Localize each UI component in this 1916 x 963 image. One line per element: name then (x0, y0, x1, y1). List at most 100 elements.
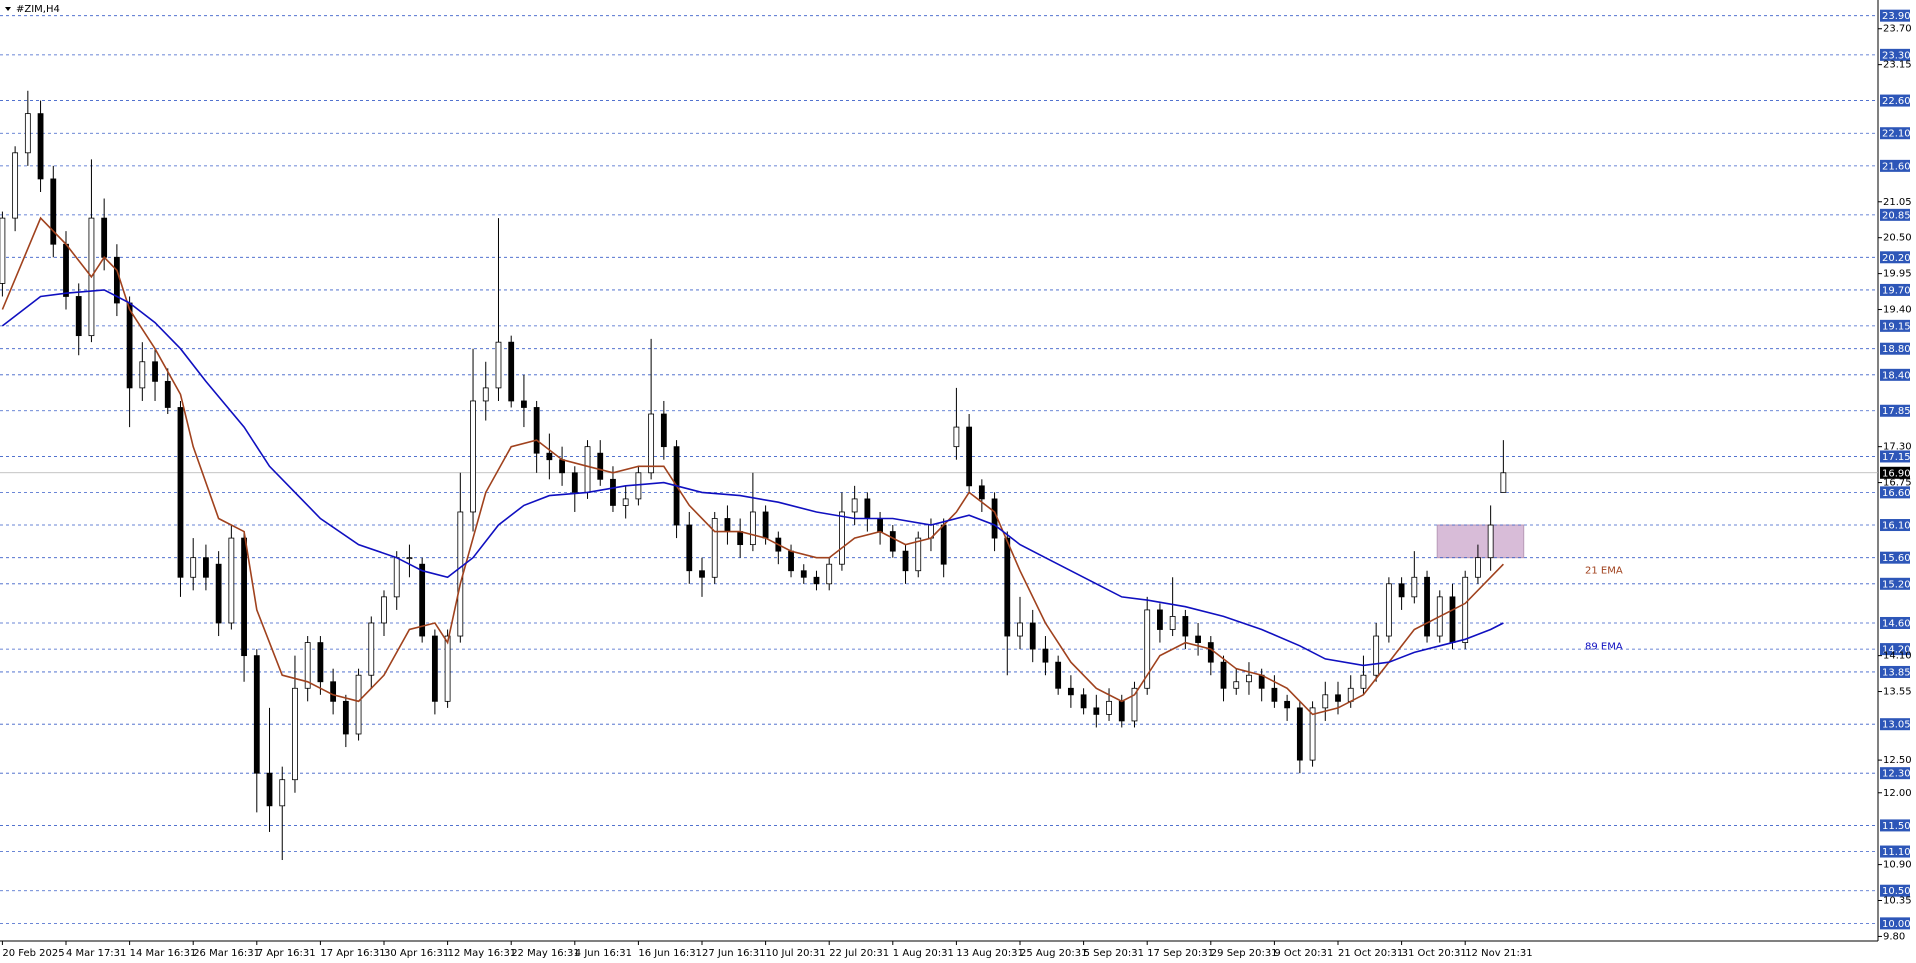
y-tick-label: 21.05 (1883, 197, 1912, 208)
candle-body (1157, 609, 1163, 630)
level-label-bg (1880, 450, 1910, 463)
x-tick-label: 20 Feb 2025 (2, 948, 64, 959)
candle-body (991, 498, 998, 539)
candle-body (711, 518, 718, 578)
x-tick-label: 21 Oct 20:31 (1338, 948, 1403, 959)
candle-body (839, 511, 845, 565)
candle-body (1385, 583, 1392, 637)
candle-body (393, 557, 400, 598)
level-label-bg (1880, 159, 1910, 172)
level-label: 14.20 (1882, 645, 1911, 656)
y-tick-label: 10.90 (1883, 860, 1912, 871)
candle-body (762, 511, 769, 539)
candle-body (1195, 635, 1201, 643)
level-label-bg (1880, 283, 1910, 296)
candle-body (190, 557, 197, 578)
candle-body (559, 459, 565, 474)
candle-body (431, 635, 438, 702)
candle-body (1271, 687, 1278, 702)
candle-body (1093, 707, 1100, 715)
level-label: 16.60 (1882, 488, 1911, 499)
level-label: 17.15 (1882, 452, 1911, 463)
level-label-bg (1880, 884, 1910, 897)
level-label-bg (1880, 94, 1910, 107)
candle-body (444, 635, 451, 702)
level-label-bg (1880, 48, 1910, 61)
candle-body (521, 400, 527, 408)
candle-body (152, 361, 158, 382)
candle-body (253, 655, 260, 774)
candle-body (877, 518, 883, 532)
zone (1436, 524, 1525, 559)
candle-body (533, 407, 540, 454)
candle-body (126, 302, 133, 389)
level-label-bg (1880, 519, 1910, 532)
candle-body (304, 642, 311, 689)
candle-body (1118, 700, 1125, 722)
level-label-bg (1880, 718, 1910, 731)
y-tick-label: 13.55 (1883, 687, 1912, 698)
level-label-bg (1880, 917, 1910, 930)
x-tick-label: 31 Oct 20:31 (1402, 948, 1467, 959)
level-label: 10.50 (1882, 886, 1911, 897)
level-label-bg (1880, 9, 1910, 22)
candle-body (279, 779, 286, 807)
x-tick-label: 22 Jul 20:31 (829, 948, 889, 959)
candle-body (635, 472, 642, 500)
candle-body (1335, 694, 1341, 702)
level-label-bg (1880, 127, 1910, 140)
level-label: 13.85 (1882, 667, 1911, 678)
level-label: 16.10 (1882, 521, 1911, 532)
x-tick-label: 17 Apr 16:31 (320, 948, 385, 959)
candle-body (1207, 642, 1214, 663)
candle-body (1004, 537, 1011, 637)
x-tick-label: 12 May 16:31 (448, 948, 517, 959)
candle-body (203, 557, 209, 578)
x-tick-label: 9 Oct 20:31 (1274, 948, 1333, 959)
level-label: 13.05 (1882, 720, 1911, 731)
level-label-bg (1880, 577, 1910, 590)
candle-body (1449, 596, 1456, 643)
candle-body (1398, 583, 1405, 598)
x-tick-label: 17 Sep 20:31 (1147, 948, 1214, 959)
y-tick-label: 17.30 (1883, 442, 1912, 453)
candle-body (482, 387, 489, 402)
candle-body (317, 642, 324, 683)
y-tick-label: 12.00 (1883, 788, 1912, 799)
candle-body (368, 622, 375, 676)
candle-body (1131, 687, 1138, 722)
candle-body (63, 243, 69, 297)
y-tick-label: 20.50 (1883, 233, 1912, 244)
candle-body (1055, 661, 1062, 689)
candle-body (1169, 616, 1176, 630)
level-label-bg (1880, 319, 1910, 332)
candle-body (889, 531, 896, 552)
candle-body (902, 550, 909, 572)
candle-body (37, 113, 44, 180)
level-label-bg (1880, 404, 1910, 417)
ema-label: 21 EMA (1585, 566, 1623, 577)
candle-body (546, 452, 553, 461)
menu-arrow[interactable] (5, 7, 11, 11)
candle-body (851, 498, 858, 513)
level-label: 11.10 (1882, 847, 1911, 858)
candle-body (1080, 694, 1087, 709)
candle-body (648, 413, 655, 474)
candle-body (826, 563, 833, 585)
y-tick-label: 12.50 (1883, 755, 1912, 766)
level-label: 23.30 (1882, 50, 1911, 61)
candle-body (1233, 681, 1240, 689)
candle-body (953, 426, 960, 448)
candle-body (419, 563, 426, 637)
candle-body (686, 524, 693, 572)
last-price-bg (1880, 466, 1910, 479)
level-label: 17.85 (1882, 406, 1911, 417)
last-price-label: 16.90 (1882, 468, 1911, 479)
level-label: 22.60 (1882, 96, 1911, 107)
candle-body (495, 341, 502, 389)
candle-body (406, 557, 413, 560)
candle-body (228, 537, 235, 624)
level-label-bg (1880, 616, 1910, 629)
